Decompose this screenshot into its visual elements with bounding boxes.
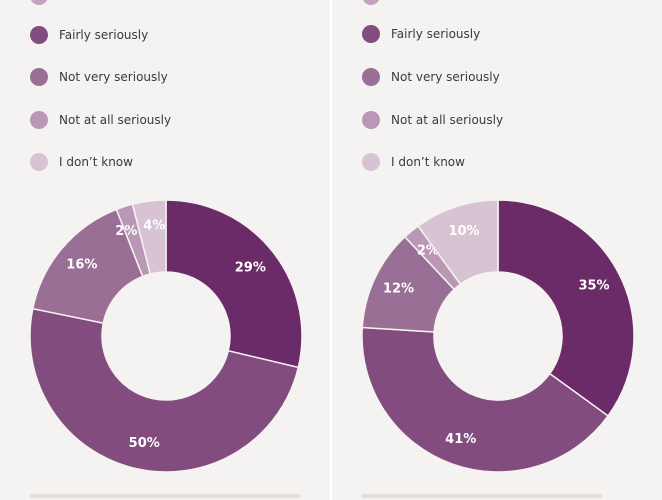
- donut-slice: [417, 199, 499, 286]
- footnote-cut-off: [362, 494, 602, 498]
- slice-label: 10%: [448, 224, 479, 239]
- legend-dot: [30, 68, 48, 86]
- legend-item-not-very-seriously: Not very seriously: [362, 67, 500, 87]
- slice-label: 41%: [445, 432, 476, 447]
- slice-label: 35%: [578, 279, 609, 294]
- slice-label: 29%: [235, 260, 266, 275]
- panel-divider: [330, 0, 332, 500]
- donut-slice: [361, 326, 610, 473]
- legend-dot: [30, 153, 48, 171]
- donut-chart-right: 35%41%12%2%10%: [361, 199, 635, 473]
- legend-item-dont-know: I don’t know: [30, 152, 133, 172]
- legend-label: Not very seriously: [391, 70, 500, 84]
- legend-dot-cut-off: [30, 0, 48, 5]
- legend-dot: [362, 153, 380, 171]
- legend: Fairly seriously Not very seriously Not …: [332, 0, 662, 190]
- left-chart-panel: Fairly seriously Not very seriously Not …: [0, 0, 330, 500]
- donut-slice: [165, 199, 303, 369]
- legend-label: Fairly seriously: [59, 28, 149, 42]
- right-chart-panel: Fairly seriously Not very seriously Not …: [332, 0, 662, 500]
- legend-dot: [30, 111, 48, 129]
- footnote-cut-off: [30, 494, 300, 498]
- legend-item-fairly-seriously: Fairly seriously: [30, 25, 148, 45]
- legend-label: I don’t know: [391, 155, 465, 169]
- legend-label: Not at all seriously: [59, 113, 172, 127]
- slice-label: 12%: [383, 282, 414, 297]
- donut-slice: [131, 199, 167, 275]
- legend-dot: [362, 68, 380, 86]
- legend-dot-cut-off: [362, 0, 380, 5]
- legend-label: Not at all seriously: [391, 113, 504, 127]
- donut-slice: [29, 307, 300, 473]
- legend-item-not-at-all-seriously: Not at all seriously: [30, 110, 171, 130]
- donut-chart-left: 29% 50% 16% 2% 4%: [29, 199, 303, 473]
- legend-item-not-very-seriously: Not very seriously: [30, 67, 168, 87]
- donut-slice: [497, 199, 635, 417]
- legend-dot: [362, 111, 380, 129]
- legend-dot: [362, 25, 380, 43]
- slice-label: 50%: [129, 436, 160, 451]
- legend-dot: [30, 26, 48, 44]
- slice-label: 16%: [66, 258, 97, 273]
- legend-label: I don’t know: [59, 155, 133, 169]
- slice-label: 2%: [115, 224, 137, 239]
- legend-label: Fairly seriously: [391, 27, 481, 41]
- legend-item-dont-know: I don’t know: [362, 152, 465, 172]
- legend-item-fairly-seriously: Fairly seriously: [362, 24, 480, 44]
- legend: Fairly seriously Not very seriously Not …: [0, 0, 330, 190]
- legend-label: Not very seriously: [59, 70, 168, 84]
- legend-item-not-at-all-seriously: Not at all seriously: [362, 110, 503, 130]
- slice-label: 4%: [143, 218, 165, 233]
